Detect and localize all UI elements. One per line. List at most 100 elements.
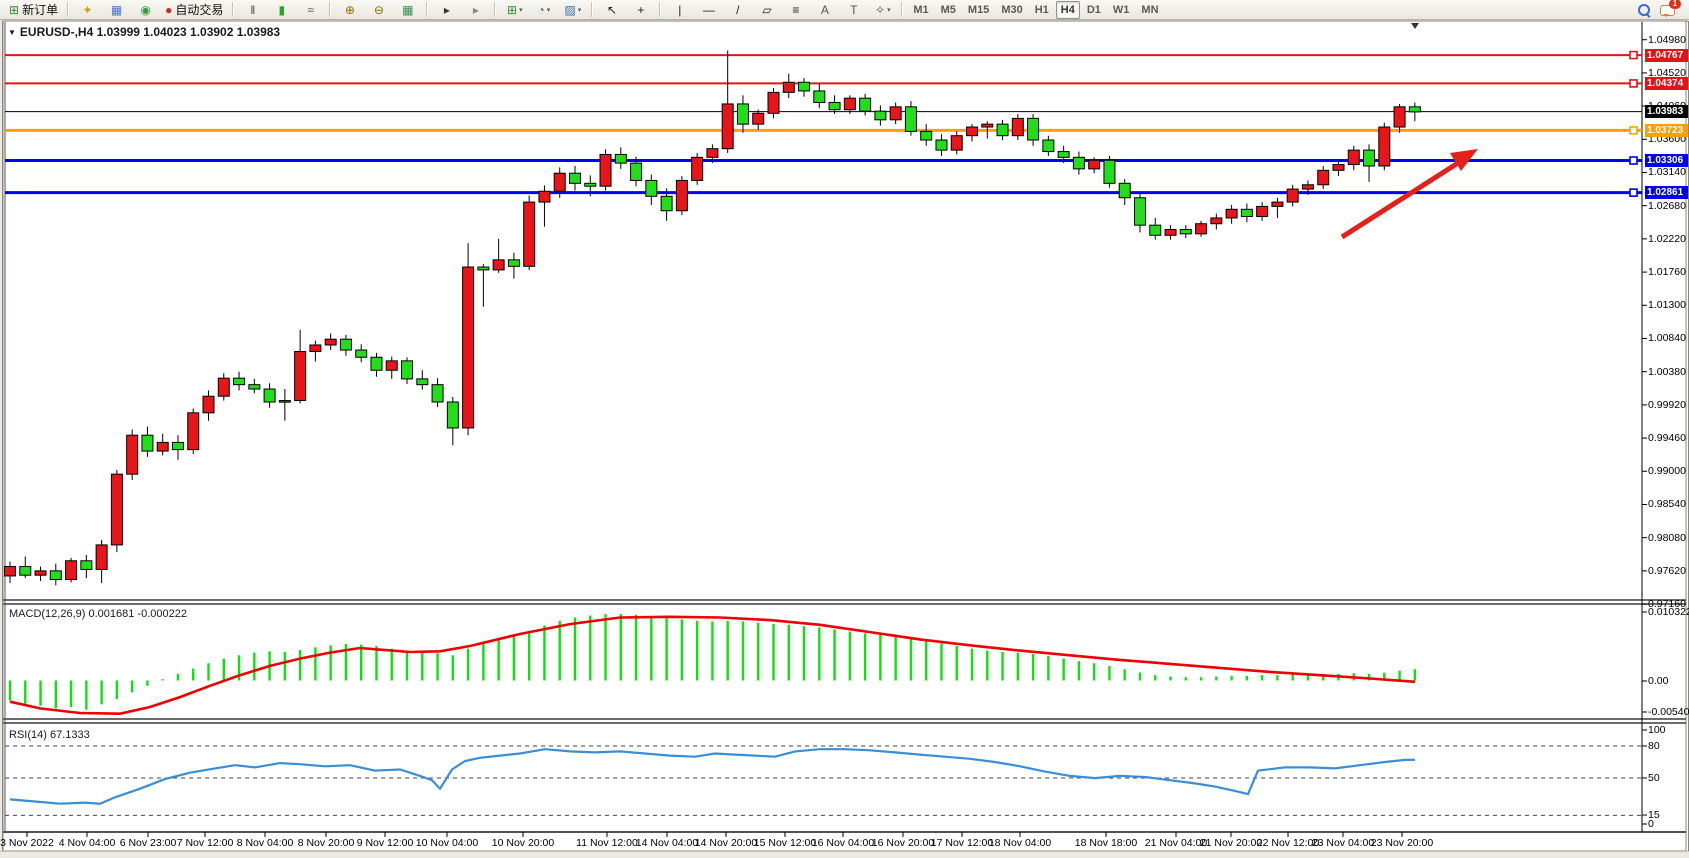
toolbar-separator	[232, 2, 235, 17]
rsi-axis-label: 50	[1648, 772, 1660, 784]
price-axis-tick: 1.03140	[1648, 166, 1686, 179]
timeframe-button-h4[interactable]: H4	[1055, 0, 1080, 19]
zoom-out-icon: ⊖	[373, 2, 384, 17]
time-axis-label: 6 Nov 23:00	[119, 837, 177, 849]
hline-button[interactable]: —	[695, 0, 722, 19]
notification-badge: 1	[1669, 0, 1681, 9]
time-axis-label: 9 Nov 12:00	[356, 837, 414, 849]
period-button[interactable]: ◔ ▾	[530, 0, 557, 19]
chat-icon[interactable]: 1	[1660, 0, 1681, 17]
chart-symbol-header: ▼ EURUSD-,H4 1.03999 1.04023 1.03902 1.03…	[8, 25, 280, 39]
collapse-triangle-icon[interactable]: ▼	[8, 28, 16, 37]
time-axis-label: 11 Nov 12:00	[576, 837, 638, 849]
price-axis-tick: 0.99460	[1648, 432, 1686, 445]
trendline-button[interactable]: /	[724, 0, 751, 19]
time-axis-label: 15 Nov 12:00	[753, 837, 817, 849]
timeframe-button-m15[interactable]: M15	[967, 3, 990, 16]
rsi-axis-label: 100	[1648, 724, 1666, 736]
time-axis-label: 3 Nov 2022	[0, 837, 54, 849]
timeframe-button-m30[interactable]: M30	[1001, 3, 1023, 16]
signals-icon: ◉	[140, 2, 151, 17]
quote-text: EURUSD-,H4 1.03999 1.04023 1.03902 1.039…	[19, 25, 281, 39]
time-axis-label: 16 Nov 04:00	[811, 837, 875, 849]
time-axis-label: 18 Nov 04:00	[988, 837, 1052, 849]
new-chart-button[interactable]: ⊞ ▾	[501, 0, 528, 19]
label-button[interactable]: T	[840, 0, 867, 19]
time-axis-label: 4 Nov 04:00	[58, 837, 116, 849]
zoom-in-icon: ⊕	[344, 2, 355, 17]
price-axis-tick: 1.04980	[1648, 33, 1686, 46]
time-axis-label: 17 Nov 12:00	[930, 837, 994, 849]
line-chart-button[interactable]: ≈	[297, 0, 324, 19]
price-axis-tick: 1.01300	[1648, 299, 1686, 312]
chevron-down-icon: ▾	[546, 6, 551, 14]
zoom-in-button[interactable]: ⊕	[336, 0, 363, 19]
text-icon: A	[820, 2, 829, 17]
time-axis-label: 22 Nov 12:00	[1256, 837, 1320, 849]
auto-scroll-button[interactable]: ▸	[462, 0, 489, 19]
cursor-button[interactable]: ↖	[598, 0, 625, 19]
candlestick-icon: ▮	[278, 2, 286, 17]
template-icon: ▨	[564, 2, 576, 17]
auto-trading-icon: ●	[165, 2, 173, 17]
bar-chart-button[interactable]: ‖	[239, 0, 266, 19]
rsi-axis-label: 80	[1648, 740, 1660, 752]
zoom-out-button[interactable]: ⊖	[365, 0, 392, 19]
alert-button[interactable]: ✦	[74, 0, 101, 19]
time-axis-label: 10 Nov 04:00	[415, 837, 479, 849]
candlestick-button[interactable]: ▮	[268, 0, 295, 19]
vline-button[interactable]: |	[666, 0, 693, 19]
crosshair-icon: +	[637, 2, 645, 17]
market-watch-button[interactable]: ▦	[103, 0, 130, 19]
shapes-icon: ✧	[875, 2, 886, 17]
shapes-button[interactable]: ✧ ▾	[869, 0, 896, 19]
hline-price-label: 1.04767	[1645, 48, 1688, 62]
text-button[interactable]: A	[811, 0, 838, 19]
channel-button[interactable]: ▱	[753, 0, 780, 19]
new-chart-icon: ⊞	[507, 2, 518, 17]
hline-price-label: 1.03723	[1645, 123, 1688, 137]
timeframe-button-w1[interactable]: W1	[1112, 3, 1130, 16]
macd-axis-label: -0.005408	[1648, 706, 1689, 718]
time-axis-label: 23 Nov 04:00	[1311, 837, 1375, 849]
time-axis-label: 8 Nov 20:00	[297, 837, 355, 849]
rsi-axis-label: 15	[1648, 809, 1660, 821]
new-order-button[interactable]: ⊞ 新订单	[5, 0, 62, 19]
new-order-icon: ⊞	[9, 2, 20, 17]
timeframe-button-h1[interactable]: H1	[1034, 3, 1049, 16]
auto-trading-label: 自动交易	[175, 3, 224, 17]
timeframe-button-d1[interactable]: D1	[1086, 3, 1101, 16]
timeframe-button-m5[interactable]: M5	[940, 3, 956, 16]
main-toolbar: ⊞ 新订单 ✦ ▦ ◉ ● 自动交易 ‖ ▮ ≈ ⊕ ⊖ ▦ ▸ ▸ ⊞ ▾ ◔ ▾ ▨ ▾ ↖ + | — / ▱ ≡ A T ✧ ▾ M1 M…	[0, 0, 1689, 20]
timeframe-button-m1[interactable]: M1	[913, 3, 929, 16]
label-icon: T	[850, 2, 858, 17]
time-axis-label: 8 Nov 04:00	[236, 837, 294, 849]
signals-button[interactable]: ◉	[132, 0, 159, 19]
new-order-label: 新订单	[22, 3, 59, 17]
timeframe-button-mn[interactable]: MN	[1141, 3, 1159, 16]
toolbar-separator	[329, 2, 332, 17]
chevron-down-icon: ▾	[577, 6, 582, 14]
hline-icon: —	[702, 2, 715, 17]
channel-icon: ▱	[762, 2, 772, 17]
price-axis-tick: 0.98080	[1648, 531, 1686, 544]
time-axis-label: 14 Nov 20:00	[694, 837, 758, 849]
price-axis-tick: 1.00840	[1648, 332, 1686, 345]
search-icon[interactable]	[1638, 3, 1651, 18]
template-button[interactable]: ▨ ▾	[559, 0, 586, 19]
toolbar-right-group: 1	[1638, 0, 1685, 18]
auto-trading-button[interactable]: ● 自动交易	[161, 0, 227, 19]
trendline-icon: /	[736, 2, 740, 17]
chart-shift-button[interactable]: ▸	[433, 0, 460, 19]
fibonacci-button[interactable]: ≡	[782, 0, 809, 19]
time-axis-label: 18 Nov 18:00	[1074, 837, 1138, 849]
line-chart-icon: ≈	[307, 2, 315, 17]
tile-windows-button[interactable]: ▦	[394, 0, 421, 19]
price-axis-tick: 0.98540	[1648, 498, 1686, 511]
macd-indicator-label: MACD(12,26,9) 0.001681 -0.000222	[9, 608, 187, 620]
market-watch-icon: ▦	[110, 2, 123, 17]
bar-chart-icon: ‖	[250, 2, 256, 17]
auto-scroll-icon: ▸	[472, 2, 479, 17]
crosshair-button[interactable]: +	[627, 0, 654, 19]
